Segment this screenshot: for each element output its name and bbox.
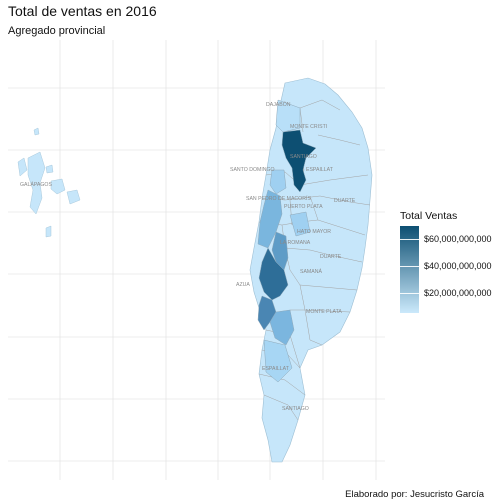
region-label: LA ROMANA xyxy=(280,240,311,246)
region-label: ESPAILLAT xyxy=(306,167,334,173)
galapagos-islands xyxy=(17,127,81,238)
region-label: SANTIAGO xyxy=(282,406,309,412)
province-loja xyxy=(263,339,293,383)
region-label: SAN PEDRO DE MACORÍS xyxy=(246,195,311,202)
legend-title: Total Ventas xyxy=(400,210,458,222)
galapagos-north xyxy=(33,127,40,136)
map-subtitle: Agregado provincial xyxy=(8,25,106,37)
region-label: AZUA xyxy=(236,282,250,288)
region-label: SANTIAGO xyxy=(290,154,317,160)
region-label: DUARTE xyxy=(334,198,356,204)
region-label: SAMANÁ xyxy=(300,268,322,275)
region-label: GALÁPAGOS xyxy=(20,181,52,188)
region-label: PUERTO PLATA xyxy=(284,204,323,210)
map-title: Total de ventas en 2016 xyxy=(8,3,157,19)
region-label: DUARTE xyxy=(320,254,342,260)
legend-tick xyxy=(400,239,419,241)
legend-label: $20,000,000,000 xyxy=(424,287,492,298)
caption: Elaborado por: Jesucristo García xyxy=(345,489,484,500)
legend-label: $60,000,000,000 xyxy=(424,234,492,245)
legend-tick xyxy=(400,292,419,294)
galapagos-santa-cruz xyxy=(50,178,66,195)
legend-colorbar xyxy=(400,226,419,313)
galapagos-espanola xyxy=(45,225,52,238)
region-label: MONTE PLATA xyxy=(306,309,342,315)
province-santo-domingo xyxy=(269,169,287,195)
legend: Total Ventas $60,000,000,000 $40,000,000… xyxy=(400,210,492,313)
galapagos-fernandina xyxy=(17,157,28,177)
region-labels: DAJABÓN MONTE CRISTI SANTIAGO ESPAILLAT … xyxy=(20,101,356,412)
province-guayas xyxy=(258,247,289,301)
province-tungurahua xyxy=(289,211,311,237)
region-label: HATO MAYOR xyxy=(297,229,331,235)
galapagos-isabela xyxy=(27,151,46,215)
galapagos-san-cristobal xyxy=(66,189,81,205)
province-esmeraldas xyxy=(275,99,301,133)
region-label: MONTE CRISTI xyxy=(290,124,327,130)
province-el-oro xyxy=(257,295,277,331)
legend-label: $40,000,000,000 xyxy=(424,261,492,272)
province-pichincha xyxy=(281,129,317,193)
galapagos-santiago xyxy=(45,164,54,174)
region-label: DAJABÓN xyxy=(266,101,291,108)
region-label: ESPAILLAT xyxy=(262,366,290,372)
province-azuay xyxy=(269,309,295,346)
region-label: SANTO DOMINGO xyxy=(230,167,275,173)
legend-tick xyxy=(400,266,419,268)
